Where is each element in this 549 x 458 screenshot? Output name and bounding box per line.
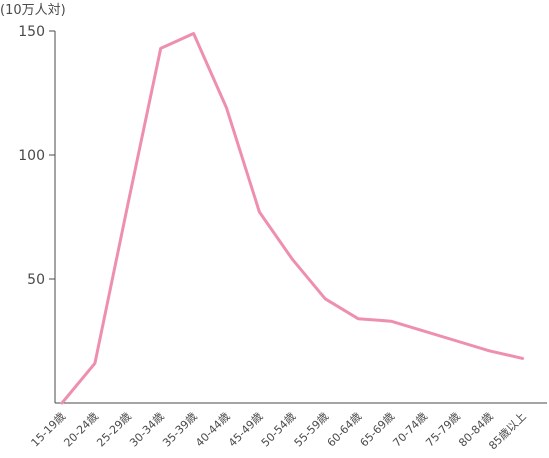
x-tick-label: 75-79歳: [423, 410, 463, 450]
x-tick-label: 45-49歳: [226, 410, 266, 450]
y-tick-label: 150: [18, 24, 45, 40]
series-line: [62, 34, 523, 404]
x-tick-label: 35-39歳: [160, 410, 200, 450]
x-tick-label: 65-69歳: [358, 410, 398, 450]
x-tick-label: 60-64歳: [325, 410, 365, 450]
x-tick-label: 20-24歳: [61, 410, 101, 450]
x-tick-label: 55-59歳: [292, 410, 332, 450]
x-tick-label: 40-44歳: [193, 410, 233, 450]
x-tick-label: 50-54歳: [259, 410, 299, 450]
x-tick-label: 15-19歳: [29, 410, 69, 450]
y-tick-label: 100: [18, 148, 45, 164]
x-axis-ticks: 15-19歳20-24歳25-29歳30-34歳35-39歳40-44歳45-4…: [29, 410, 529, 452]
y-tick-label: 50: [27, 272, 45, 288]
x-tick-label: 70-74歳: [390, 410, 430, 450]
x-tick-label: 25-29歳: [94, 410, 134, 450]
y-axis-ticks: 50 100 150: [18, 24, 55, 288]
x-tick-label: 30-34歳: [127, 410, 167, 450]
series-group: [62, 33, 523, 403]
y-axis-unit-label: (10万人対): [0, 3, 66, 18]
